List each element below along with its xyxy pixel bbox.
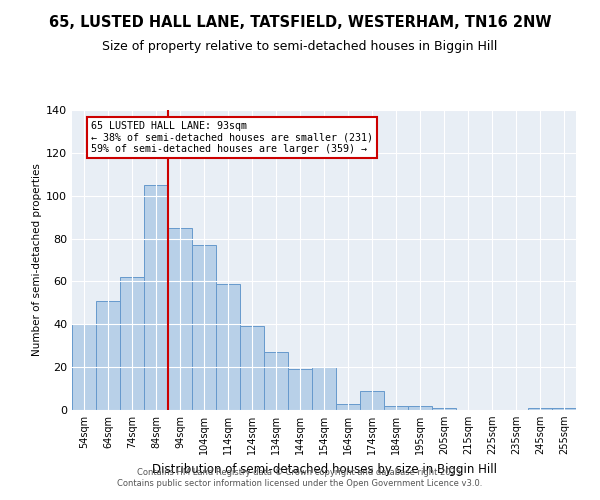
Bar [168,228,192,410]
Bar [192,245,216,410]
X-axis label: Distribution of semi-detached houses by size in Biggin Hill: Distribution of semi-detached houses by … [151,462,497,475]
Bar [528,408,552,410]
Bar [264,352,288,410]
Bar [120,277,144,410]
Bar [288,370,312,410]
Bar [408,406,432,410]
Bar [240,326,264,410]
Bar [360,390,384,410]
Text: 65 LUSTED HALL LANE: 93sqm
← 38% of semi-detached houses are smaller (231)
59% o: 65 LUSTED HALL LANE: 93sqm ← 38% of semi… [91,120,373,154]
Y-axis label: Number of semi-detached properties: Number of semi-detached properties [32,164,42,356]
Bar [312,367,336,410]
Bar [96,300,120,410]
Bar [72,324,96,410]
Bar [432,408,456,410]
Bar [336,404,360,410]
Bar [144,185,168,410]
Bar [552,408,576,410]
Bar [216,284,240,410]
Text: Size of property relative to semi-detached houses in Biggin Hill: Size of property relative to semi-detach… [103,40,497,53]
Bar [384,406,408,410]
Text: Contains HM Land Registry data © Crown copyright and database right 2025.
Contai: Contains HM Land Registry data © Crown c… [118,468,482,487]
Text: 65, LUSTED HALL LANE, TATSFIELD, WESTERHAM, TN16 2NW: 65, LUSTED HALL LANE, TATSFIELD, WESTERH… [49,15,551,30]
